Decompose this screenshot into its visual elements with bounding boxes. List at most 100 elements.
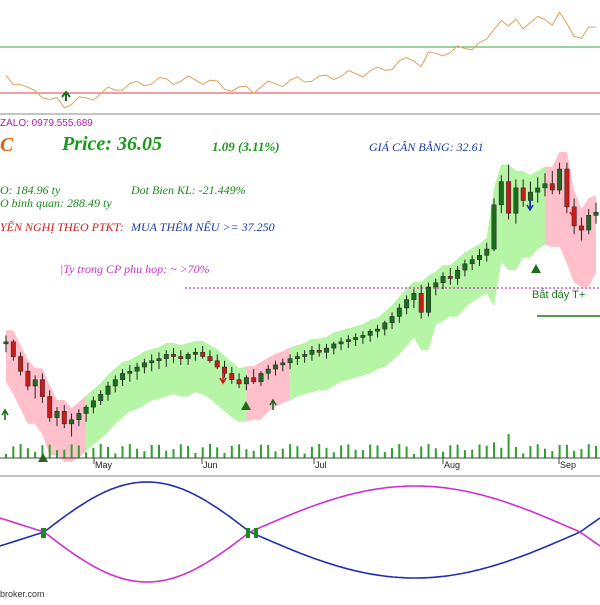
candle-body [586, 215, 592, 231]
volume-bar [201, 447, 204, 458]
candle-body [360, 335, 366, 338]
oscillator-line [5, 11, 596, 109]
x-axis: May Jun Jul Aug Sep [0, 457, 600, 477]
change-text: 1.09 (3.11%) [212, 139, 280, 154]
volume-bar [325, 447, 328, 458]
candle-body [338, 341, 344, 345]
candle-body [324, 347, 329, 353]
volume-text: O: 184.96 ty [0, 183, 61, 197]
volume-bar [310, 446, 313, 458]
volume-bar [19, 444, 22, 458]
candle-body [156, 358, 162, 361]
sell-arrow-icon [526, 200, 534, 212]
candle-body [353, 337, 359, 340]
volume-bar [507, 434, 510, 458]
volume-bar [56, 450, 58, 458]
candle-body [120, 373, 126, 380]
volume-bar [121, 446, 124, 458]
candle-body [418, 293, 424, 313]
ratio-text: |Ty trong CP phu hop: ~ >70% [60, 262, 210, 276]
volume-bar [587, 444, 590, 458]
candle-body [498, 181, 504, 206]
buy-more-text: MUA THÊM NẾU >= 37.250 [131, 220, 275, 234]
bottom-oscillator-panel [0, 481, 600, 583]
volume-bar [493, 442, 495, 458]
volume-bar [26, 448, 29, 458]
volume-bar [463, 450, 466, 458]
candle-body [520, 187, 526, 201]
volume-bar [172, 449, 175, 458]
volume-bar [522, 453, 525, 458]
volume-bar [281, 448, 284, 458]
candle-body [287, 358, 293, 364]
candle-body [112, 379, 118, 387]
candle-body [39, 379, 45, 397]
candle-body [513, 187, 519, 214]
candle-body [178, 356, 184, 359]
bottom-buy-text: Bắt đáy T+ [532, 289, 586, 301]
candle-body [280, 362, 286, 366]
volume-bar [478, 444, 481, 458]
candle-body [127, 371, 133, 374]
volume-bar [230, 445, 233, 458]
candle-body [345, 339, 351, 342]
candle-body [331, 343, 337, 349]
candle-body [549, 183, 555, 191]
volume-bar [514, 447, 517, 458]
candle-body [47, 396, 53, 418]
volume-bar [383, 451, 386, 458]
volume-bar [223, 452, 226, 458]
volume-bar [398, 444, 401, 458]
volume-bar [143, 451, 146, 458]
candle-body [98, 394, 104, 401]
volume-bar [376, 445, 379, 458]
volume-bar [158, 444, 160, 458]
candle-body [294, 356, 300, 359]
ticker-fragment: C [0, 134, 14, 156]
volume-bar [245, 449, 248, 458]
x-tick-label-jul: Jul [315, 460, 327, 470]
contact-text: ZALO: 0979.555.689 [0, 118, 93, 129]
candle-body [273, 364, 278, 370]
volume-bar [558, 445, 561, 458]
watermark-text: broker.com [0, 589, 45, 599]
candle-body [243, 377, 249, 385]
volume-bar [85, 452, 88, 458]
signal-arrows [1, 200, 577, 462]
candle-body [506, 181, 512, 214]
candle-body [185, 354, 191, 359]
volume-bar [347, 444, 350, 458]
candle-body [593, 211, 599, 216]
candle-body [367, 330, 373, 336]
balance-price-text: GIÁ CÂN BẰNG: 32.61 [369, 140, 484, 154]
volume-bar [92, 447, 95, 458]
volume-bar [238, 444, 241, 458]
candle-body [90, 400, 96, 408]
candle-body [557, 168, 563, 191]
volume-bar [70, 444, 73, 458]
volume-bar [12, 446, 15, 458]
candle-body [251, 377, 257, 383]
volume-bar [500, 447, 503, 458]
candle-body [542, 183, 548, 189]
candle-body [236, 379, 242, 385]
candle-body [382, 322, 388, 330]
oscillator-buy-arrow-icon [61, 90, 71, 101]
volume-bar [252, 450, 255, 458]
volume-bar [405, 446, 408, 458]
candle-body [163, 354, 169, 359]
candle-body [316, 349, 322, 353]
band-segment-3 [290, 164, 545, 401]
volume-bar [544, 448, 546, 458]
volume-bar [114, 453, 117, 458]
candle-body [491, 204, 497, 250]
volume-bar [274, 451, 277, 458]
volume-spike-text: Dot Bien KL: -21.449% [131, 183, 246, 197]
volume-bar [442, 451, 444, 458]
cross-marker-3 [254, 528, 258, 538]
candle-body [134, 366, 140, 372]
volume-bar [187, 445, 190, 458]
candle-body [10, 341, 16, 357]
